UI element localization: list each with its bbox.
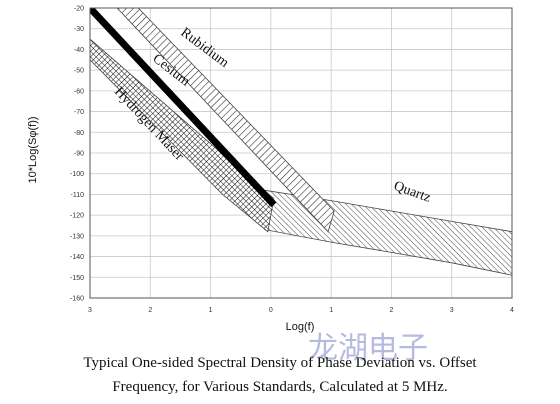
y-tick-label: -40 — [74, 47, 84, 54]
x-axis-title: Log(f) — [286, 321, 315, 333]
caption-line-2: Frequency, for Various Standards, Calcul… — [112, 379, 447, 395]
y-tick-label: -20 — [74, 6, 84, 13]
y-tick-label: -30 — [74, 26, 84, 33]
x-tick-label: 1 — [329, 307, 333, 314]
y-tick-label: -90 — [74, 151, 84, 158]
y-tick-label: -110 — [71, 192, 85, 199]
x-tick-label: 2 — [389, 307, 393, 314]
x-tick-label: 4 — [510, 307, 514, 314]
label-quartz: Quartz — [392, 179, 433, 206]
y-tick-label: -60 — [74, 88, 84, 95]
plot-frame — [89, 7, 513, 299]
y-tick-label: -140 — [70, 254, 84, 261]
noise-bands — [90, 8, 512, 276]
x-tick-label: 3 — [450, 307, 454, 314]
y-tick-label: -150 — [70, 275, 84, 282]
y-tick-label: -100 — [70, 171, 84, 178]
caption-line-1: Typical One-sided Spectral Density of Ph… — [83, 355, 477, 371]
y-tick-label: -80 — [74, 130, 84, 137]
series-cesium — [90, 8, 277, 208]
y-tick-labels: -20 -30 -40 -50 -60 -70 -80 -90 -100 -110 -120 -130… — [70, 6, 84, 303]
y-tick-label: -130 — [70, 233, 84, 240]
x-tick-label: 2 — [148, 307, 152, 314]
watermark: 龙湖电子 — [308, 331, 428, 366]
y-axis-title: 10*Log(Sφ(f)) — [27, 116, 39, 183]
series-rubidium — [116, 8, 335, 233]
y-tick-label: -120 — [70, 213, 84, 220]
x-tick-label: 0 — [269, 307, 273, 314]
x-tick-labels: 3 2 1 0 1 2 3 4 — [88, 307, 514, 314]
y-tick-label: -160 — [70, 296, 84, 303]
y-tick-label: -70 — [74, 109, 84, 116]
y-tick-label: -50 — [74, 68, 84, 75]
x-tick-label: 1 — [209, 307, 213, 314]
x-tick-label: 3 — [88, 307, 92, 314]
